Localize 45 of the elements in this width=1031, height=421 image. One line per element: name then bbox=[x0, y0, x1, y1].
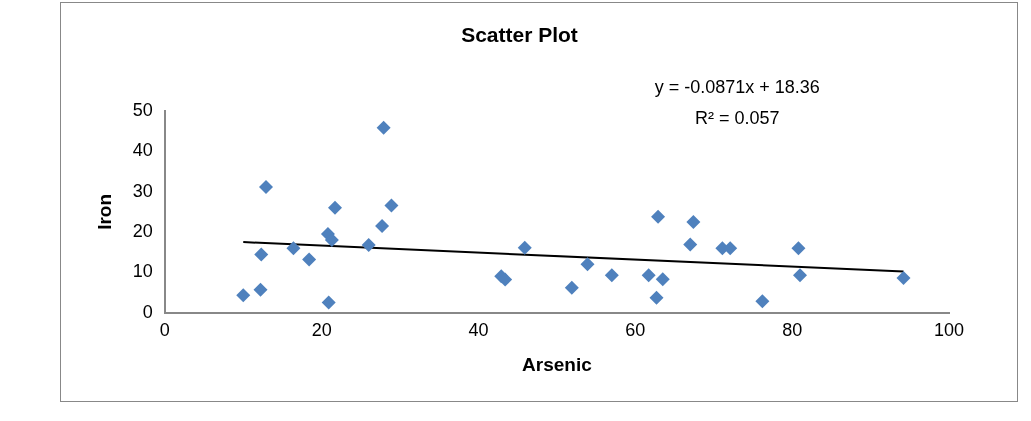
x-tick-label: 0 bbox=[159, 320, 170, 341]
y-tick-label: 50 bbox=[132, 100, 153, 121]
y-tick-label: 40 bbox=[132, 140, 153, 161]
point bbox=[253, 282, 268, 297]
x-tick-label: 40 bbox=[468, 320, 489, 341]
point bbox=[791, 241, 806, 256]
point bbox=[683, 237, 698, 252]
point bbox=[324, 233, 339, 248]
chart-title: Scatter Plot bbox=[461, 23, 578, 47]
y-tick-label: 20 bbox=[132, 221, 153, 242]
y-tick-label: 10 bbox=[132, 261, 153, 282]
point bbox=[375, 219, 390, 233]
point bbox=[686, 214, 701, 229]
point bbox=[361, 237, 376, 252]
y-tick-label: 0 bbox=[142, 301, 153, 322]
point bbox=[649, 290, 664, 305]
point bbox=[236, 288, 251, 303]
point bbox=[327, 200, 342, 215]
point bbox=[651, 209, 666, 224]
point bbox=[254, 247, 269, 262]
point bbox=[498, 272, 513, 287]
annotation: R² = 0.057 bbox=[694, 107, 780, 128]
text: y = -0.0871x + 18.36 bbox=[654, 76, 820, 97]
point bbox=[286, 241, 301, 256]
x-tick-label: 60 bbox=[625, 320, 646, 341]
point bbox=[604, 268, 619, 283]
point bbox=[655, 272, 670, 287]
point bbox=[517, 240, 532, 255]
y-tick-label: 30 bbox=[132, 180, 153, 201]
point bbox=[376, 120, 391, 135]
point bbox=[564, 280, 579, 295]
point bbox=[641, 268, 656, 283]
y-axis-title: Iron bbox=[93, 193, 115, 230]
point bbox=[755, 294, 770, 309]
x-tick-label: 100 bbox=[933, 320, 965, 341]
point bbox=[580, 257, 595, 272]
point bbox=[302, 252, 317, 267]
point bbox=[258, 179, 273, 194]
x-tick-label: 80 bbox=[782, 320, 803, 341]
point bbox=[321, 295, 336, 310]
point bbox=[896, 270, 911, 285]
point bbox=[793, 268, 808, 283]
point bbox=[384, 198, 399, 213]
x-axis-title: Arsenic bbox=[522, 353, 593, 375]
x-tick-label: 20 bbox=[311, 320, 332, 341]
